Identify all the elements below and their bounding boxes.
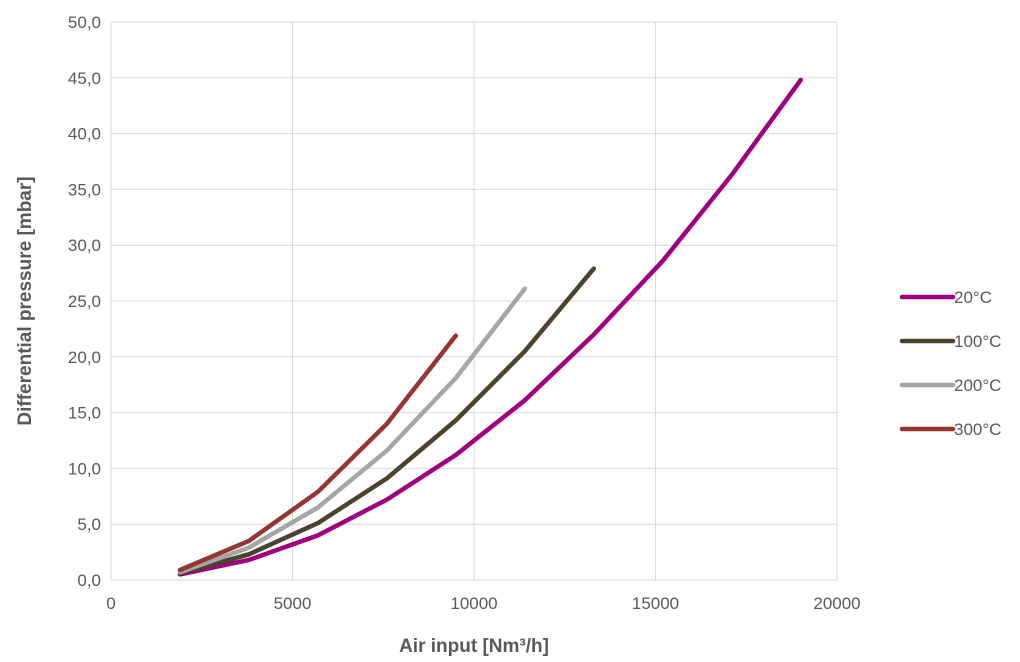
x-tick-label: 5000 [274,594,312,613]
y-tick-label: 25,0 [68,292,101,311]
y-tick-label: 35,0 [68,180,101,199]
legend-label: 200°C [954,376,1001,395]
y-tick-label: 20,0 [68,348,101,367]
y-axis-title: Differential pressure [mbar] [15,176,36,425]
y-tick-label: 5,0 [77,515,101,534]
legend-label: 100°C [954,332,1001,351]
legend-label: 20°C [954,288,992,307]
series-line-2 [177,286,528,575]
x-tick-label: 20000 [813,594,860,613]
x-tick-label: 15000 [632,594,679,613]
series-line-3 [177,333,459,573]
y-tick-label: 15,0 [68,404,101,423]
grid-lines [110,21,838,581]
series-line-1 [177,266,597,576]
x-axis-title: Air input [Nm³/h] [399,636,549,657]
series-line-0 [177,77,803,577]
legend-label: 300°C [954,420,1001,439]
x-tick-label: 0 [106,594,115,613]
x-axis-ticks: 0 5000 10000 15000 20000 [106,594,860,613]
y-axis-ticks: 0,0 5,0 10,0 15,0 20,0 25,0 30,0 35,0 40,0 45,0 50… [68,13,101,590]
y-tick-label: 0,0 [77,571,101,590]
legend: 20°C 100°C 200°C 300°C [899,288,1001,439]
y-tick-label: 45,0 [68,69,101,88]
x-tick-label: 10000 [450,594,497,613]
y-tick-label: 40,0 [68,125,101,144]
y-tick-label: 30,0 [68,236,101,255]
y-tick-label: 10,0 [68,459,101,478]
y-tick-label: 50,0 [68,13,101,32]
series-lines [177,77,803,577]
